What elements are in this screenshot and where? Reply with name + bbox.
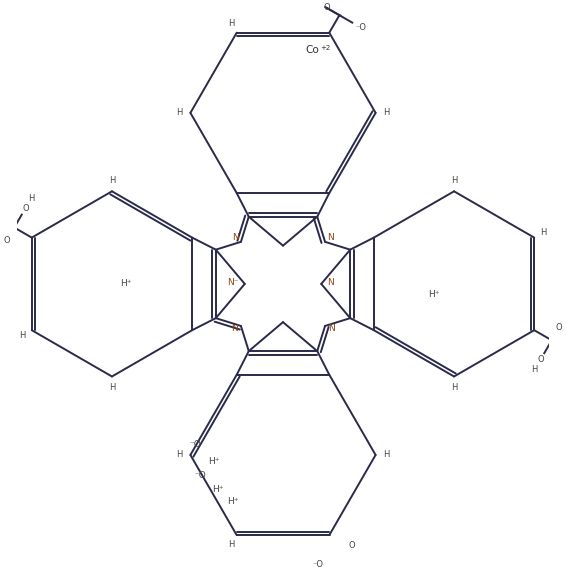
Text: ⁻O: ⁻O: [190, 441, 201, 449]
Text: ⁻O: ⁻O: [313, 560, 324, 567]
Text: ⁻O: ⁻O: [355, 23, 366, 32]
Text: O: O: [556, 323, 563, 332]
Text: +2: +2: [320, 45, 331, 50]
Text: O: O: [349, 541, 355, 549]
Text: H⁺: H⁺: [121, 280, 132, 289]
Text: H: H: [28, 193, 35, 202]
Text: H⁺: H⁺: [227, 497, 238, 506]
Text: H: H: [109, 383, 115, 392]
Text: N: N: [231, 324, 238, 333]
Text: ⁻O: ⁻O: [195, 471, 207, 480]
Text: O: O: [323, 3, 330, 12]
Text: H: H: [383, 450, 389, 459]
Text: H: H: [540, 228, 547, 237]
Text: H: H: [109, 176, 115, 185]
Text: O: O: [537, 355, 544, 364]
Text: H⁺: H⁺: [208, 458, 220, 466]
Text: N: N: [327, 233, 334, 242]
Text: H⁺: H⁺: [428, 290, 440, 299]
Text: N: N: [327, 278, 334, 287]
Text: H: H: [177, 108, 183, 117]
Text: H⁺: H⁺: [212, 485, 224, 494]
Text: H: H: [228, 540, 234, 549]
Text: H: H: [19, 331, 26, 340]
Text: H: H: [451, 383, 457, 392]
Text: H: H: [531, 365, 538, 374]
Text: N: N: [328, 324, 335, 333]
Text: H: H: [177, 450, 183, 459]
Text: O: O: [22, 204, 29, 213]
Text: H: H: [228, 19, 234, 28]
Text: Co: Co: [305, 45, 319, 55]
Text: O: O: [3, 236, 10, 245]
Text: N⁻: N⁻: [228, 278, 239, 287]
Text: N: N: [232, 233, 239, 242]
Text: H: H: [451, 176, 457, 185]
Text: H: H: [383, 108, 389, 117]
